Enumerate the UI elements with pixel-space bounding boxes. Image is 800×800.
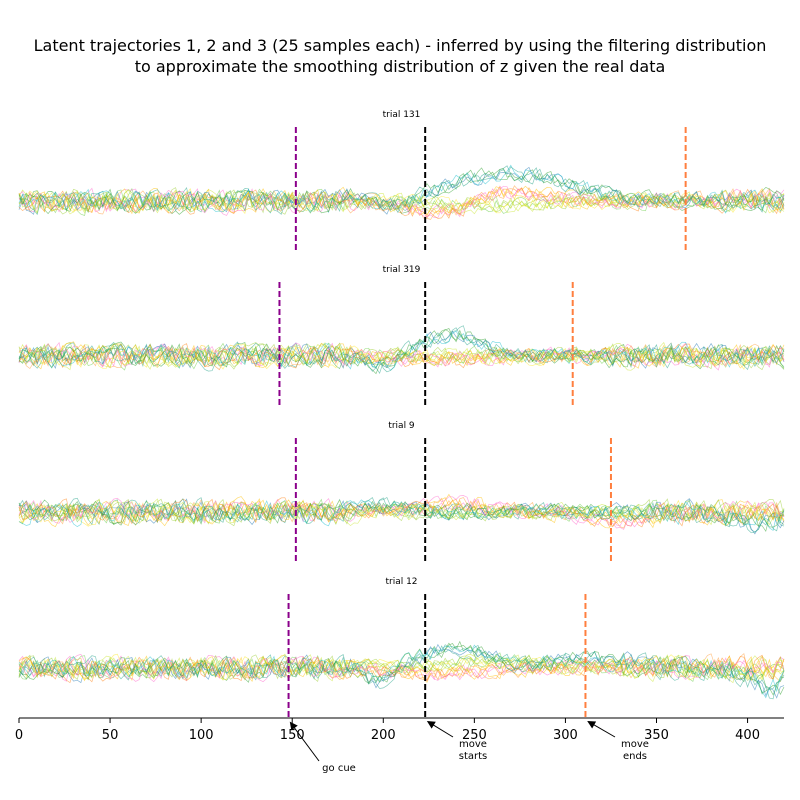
sample-trajectory-1 [18,499,785,528]
trial-panels: trial 131 trial 319 trial 9 trial 12 [18,110,785,718]
x-tick-label: 300 [553,728,578,743]
sample-trajectory-2 [18,497,785,528]
sample-trajectory-1 [18,644,785,690]
annotation-label: go cue [322,763,356,774]
sample-trajectory-3 [18,498,785,525]
sample-trajectory-1 [18,497,785,534]
chart-title-line-2: to approximate the smoothing distributio… [135,57,666,76]
sample-trajectory-2 [18,495,785,527]
x-tick-label: 0 [15,728,23,743]
x-tick-label: 50 [102,728,119,743]
x-tick-label: 350 [644,728,669,743]
annotation-arrow-shaft [592,723,616,738]
annotation-arrow-shaft [431,723,454,738]
sample-trajectory-1 [18,327,785,373]
chart-title-line-1: Latent trajectories 1, 2 and 3 (25 sampl… [34,36,767,55]
x-tick-label: 150 [280,728,305,743]
panel-4: trial 12 [18,577,785,718]
annotation-arrow-head [587,720,597,729]
annotation-arrow-shaft [292,726,320,762]
panel-title: trial 9 [388,421,415,431]
panel-1: trial 131 [18,110,785,251]
sample-trajectory-1 [18,328,785,375]
sample-trajectory-2 [18,342,785,371]
sample-trajectory-2 [18,654,785,684]
sample-trajectory-3 [18,187,785,215]
annotation-arrow-head [426,721,436,729]
sample-trajectory-1 [18,164,785,214]
panel-2: trial 319 [18,265,785,406]
panel-3: trial 9 [18,421,785,562]
x-tick-label: 250 [462,728,487,743]
sample-trajectory-1 [18,330,785,371]
annotation-label: starts [459,751,488,762]
sample-trajectory-1 [18,499,785,531]
annotation-label: move [621,739,649,750]
x-tick-label: 200 [371,728,396,743]
panel-title: trial 319 [383,265,421,275]
sample-trajectory-1 [18,325,785,375]
x-tick-label: 400 [735,728,760,743]
panel-title: trial 131 [383,110,421,120]
sample-trajectory-1 [18,642,785,696]
annotation-label: ends [623,751,647,762]
sample-trajectory-1 [18,644,785,699]
annotation-label: move [459,739,487,750]
sample-trajectory-1 [18,166,785,216]
x-axis: 0 50 100 150 200 250 300 350 400 [15,717,784,743]
sample-trajectory-1 [18,167,785,215]
annotation-arrow-head [289,721,298,731]
sample-trajectory-3 [18,341,785,371]
sample-trajectory-3 [18,653,785,681]
sample-trajectory-2 [18,655,785,684]
x-tick-label: 100 [189,728,214,743]
panel-title: trial 12 [385,577,417,587]
sample-trajectory-2 [18,655,785,682]
